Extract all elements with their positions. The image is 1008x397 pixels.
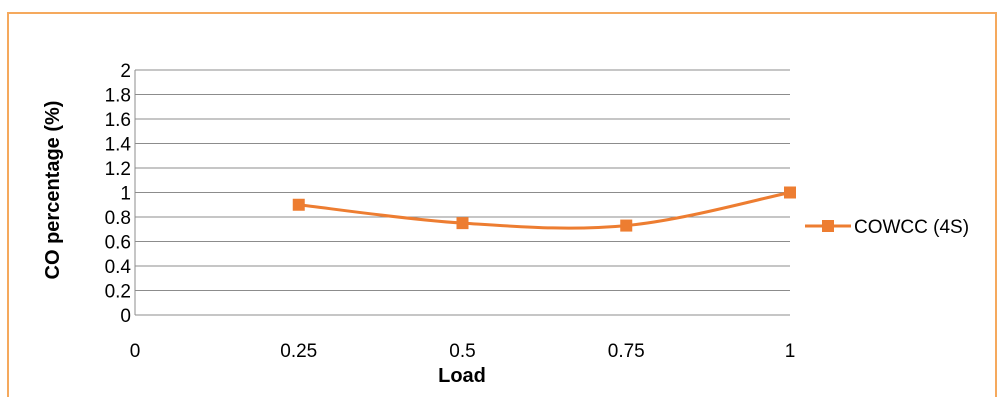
x-tick-label: 1 xyxy=(785,341,796,362)
x-axis-label: Load xyxy=(438,365,486,385)
x-tick-label: 0.5 xyxy=(449,341,475,362)
y-tick-label: 2 xyxy=(120,61,131,82)
legend-label: COWCC (4S) xyxy=(854,217,969,238)
data-point xyxy=(620,219,633,232)
x-tick-label: 0.75 xyxy=(608,341,645,362)
series-line xyxy=(298,191,791,230)
y-tick-label: 0.8 xyxy=(105,208,131,229)
y-tick-label: 0 xyxy=(120,306,131,327)
y-tick-label: 0.4 xyxy=(105,257,132,278)
x-tick-label: 0 xyxy=(130,341,141,362)
y-tick-label: 1.4 xyxy=(105,135,132,156)
data-point xyxy=(456,217,469,230)
legend-marker xyxy=(822,220,834,232)
y-tick-labels: 0 0.2 0.4 0.6 0.8 1 1.2 1.4 1.6 1.8 2 xyxy=(105,61,132,327)
y-tick-label: 0.6 xyxy=(105,233,131,254)
legend: COWCC (4S) xyxy=(805,217,969,238)
data-point xyxy=(784,186,796,199)
y-tick-label: 1.2 xyxy=(105,159,131,180)
y-axis-label: CO percentage (%) xyxy=(42,101,64,280)
y-tick-label: 1.8 xyxy=(105,86,131,107)
chart-frame xyxy=(7,12,997,397)
y-tick-label: 1 xyxy=(120,184,131,205)
y-tick-label: 1.6 xyxy=(105,110,131,131)
series-layer xyxy=(292,186,796,232)
grid-lines xyxy=(135,69,790,316)
x-tick-labels: 0 0.25 0.5 0.75 1 xyxy=(130,341,796,362)
data-point xyxy=(292,198,305,211)
line-chart: 0 0.2 0.4 0.6 0.8 1 1.2 1.4 1.6 1.8 2 0 0.25 0.5 0.75… xyxy=(42,61,969,385)
x-tick-label: 0.25 xyxy=(280,341,317,362)
y-tick-label: 0.2 xyxy=(105,282,131,303)
